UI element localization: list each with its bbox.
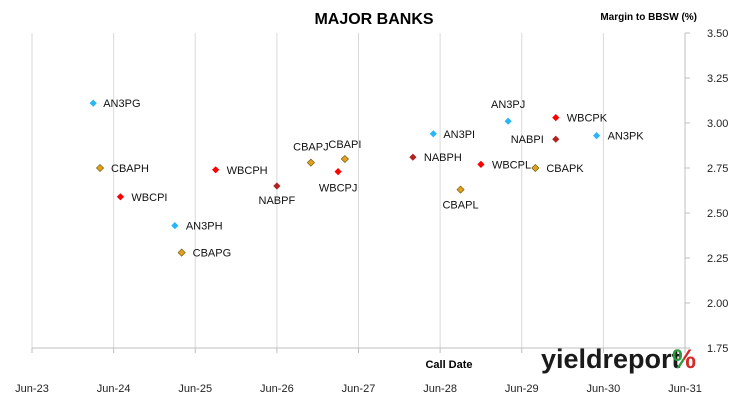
x-tick-label: Jun-30 <box>587 383 621 395</box>
point-label-wbcpj: WBCPJ <box>319 183 358 195</box>
point-nabpf-marker <box>273 182 281 190</box>
y-tick-label: 2.75 <box>707 163 728 175</box>
point-an3pi-marker <box>429 130 437 138</box>
x-tick-label: Jun-25 <box>178 383 212 395</box>
point-label-an3pj: AN3PJ <box>491 99 525 111</box>
x-tick-label: Jun-29 <box>505 383 539 395</box>
point-wbcpi-marker <box>116 193 125 201</box>
x-tick-label: Jun-27 <box>342 383 376 395</box>
data-points <box>89 99 601 257</box>
point-label-cbapg: CBAPG <box>193 248 232 260</box>
x-tick-label: Jun-24 <box>97 383 131 395</box>
y-tick-label: 2.50 <box>707 208 728 220</box>
y-tick-label: 3.00 <box>707 118 728 130</box>
point-label-wbcpi: WBCPI <box>131 192 167 204</box>
y-tick-label: 1.75 <box>707 343 728 355</box>
point-nabph-marker <box>409 153 417 161</box>
y-tick-label: 3.50 <box>707 28 728 40</box>
gridlines <box>31 33 686 348</box>
point-cbapi-marker <box>340 154 349 164</box>
point-an3pg-marker <box>89 99 97 107</box>
point-label-an3pi: AN3PI <box>443 129 475 141</box>
x-tick-label: Jun-31 <box>668 383 702 395</box>
point-an3ph-marker <box>171 222 179 230</box>
y-tick-label: 3.25 <box>707 73 728 85</box>
x-tick-label: Jun-23 <box>15 383 49 395</box>
point-label-nabpf: NABPF <box>259 195 296 207</box>
point-cbapj-marker <box>306 158 315 167</box>
point-label-an3pk: AN3PK <box>608 131 645 143</box>
point-label-cbapl: CBAPL <box>442 200 478 212</box>
brand-logo: yieldreport % <box>541 344 696 374</box>
point-label-cbapk: CBAPK <box>546 163 584 175</box>
x-tick-label: Jun-28 <box>423 383 457 395</box>
point-label-an3ph: AN3PH <box>186 221 223 233</box>
x-axis-label: Call Date <box>425 359 472 371</box>
brand-text: yieldreport <box>541 344 681 374</box>
point-label-wbcpl: WBCPL <box>492 159 531 171</box>
point-label-wbcpk: WBCPK <box>567 113 608 125</box>
y-tick-label: 2.25 <box>707 253 728 265</box>
point-labels: AN3PG CBAPH WBCPI AN3PH CBAPG WBCPH NABPF CBAPJ… <box>103 98 644 259</box>
point-nabpi-marker <box>552 135 560 143</box>
point-label-nabpi: NABPI <box>511 134 544 146</box>
y-tick-label: 2.00 <box>707 298 728 310</box>
point-cbapk-marker <box>531 163 540 173</box>
point-wbcpk-marker <box>552 114 560 122</box>
axes: Jun-23 Jun-24 Jun-25 Jun-26 Jun-27 Jun-28 Jun-… <box>15 28 728 395</box>
y-axis-label: Margin to BBSW (%) <box>600 12 697 23</box>
x-tick-label: Jun-26 <box>260 383 294 395</box>
point-an3pk-marker <box>592 132 601 140</box>
point-label-cbaph: CBAPH <box>111 163 149 175</box>
point-cbapl-marker <box>456 185 465 194</box>
point-label-nabph: NABPH <box>424 152 462 164</box>
point-label-cbapj: CBAPJ <box>293 142 328 154</box>
point-label-wbcph: WBCPH <box>227 165 268 177</box>
point-wbcph-marker <box>212 166 220 174</box>
chart-title: MAJOR BANKS <box>314 11 433 28</box>
point-wbcpj-marker <box>334 168 342 176</box>
point-wbcpl-marker <box>477 160 485 168</box>
percent-icon: % <box>672 344 696 374</box>
point-an3pj-marker <box>504 117 512 125</box>
point-label-cbapi: CBAPI <box>328 139 361 151</box>
point-cbaph-marker <box>95 163 105 173</box>
point-label-an3pg: AN3PG <box>103 98 140 110</box>
point-cbapg-marker <box>177 248 186 257</box>
